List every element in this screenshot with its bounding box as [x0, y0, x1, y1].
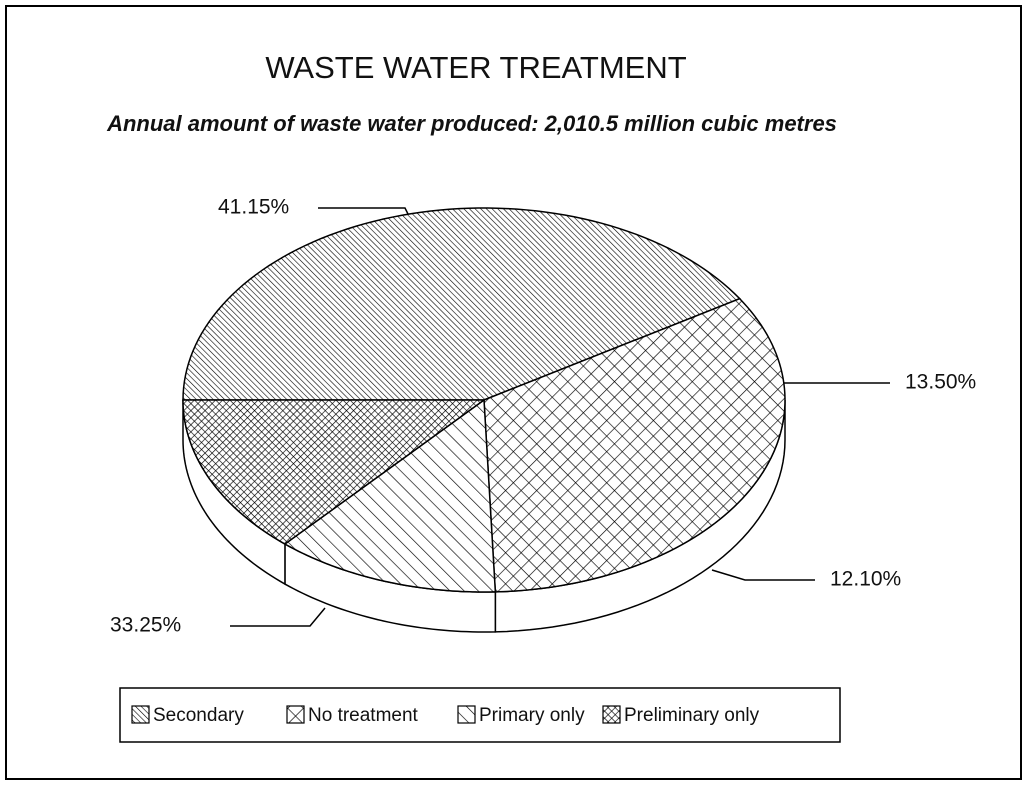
legend-label: Secondary [153, 705, 244, 726]
value-label: 12.10% [830, 568, 901, 591]
pie-slice [182, 399, 487, 545]
value-label: 33.25% [110, 614, 181, 637]
pie-slice [483, 297, 786, 593]
value-label: 41.15% [218, 196, 289, 219]
legend-swatch [286, 705, 305, 724]
pie-slice [283, 398, 497, 593]
frame [5, 5, 1022, 780]
legend-swatch [457, 705, 476, 724]
legend-swatch [602, 705, 621, 724]
legend-label: Preliminary only [624, 705, 760, 726]
chart-subtitle: Annual amount of waste water produced: 2… [106, 111, 837, 136]
pie-slice [182, 207, 741, 401]
legend-label: Primary only [479, 705, 585, 726]
value-label: 13.50% [905, 371, 976, 394]
legend-box [119, 687, 841, 743]
legend-swatch [131, 705, 150, 724]
legend-label: No treatment [308, 705, 419, 726]
chart-title: WASTE WATER TREATMENT [265, 50, 686, 85]
